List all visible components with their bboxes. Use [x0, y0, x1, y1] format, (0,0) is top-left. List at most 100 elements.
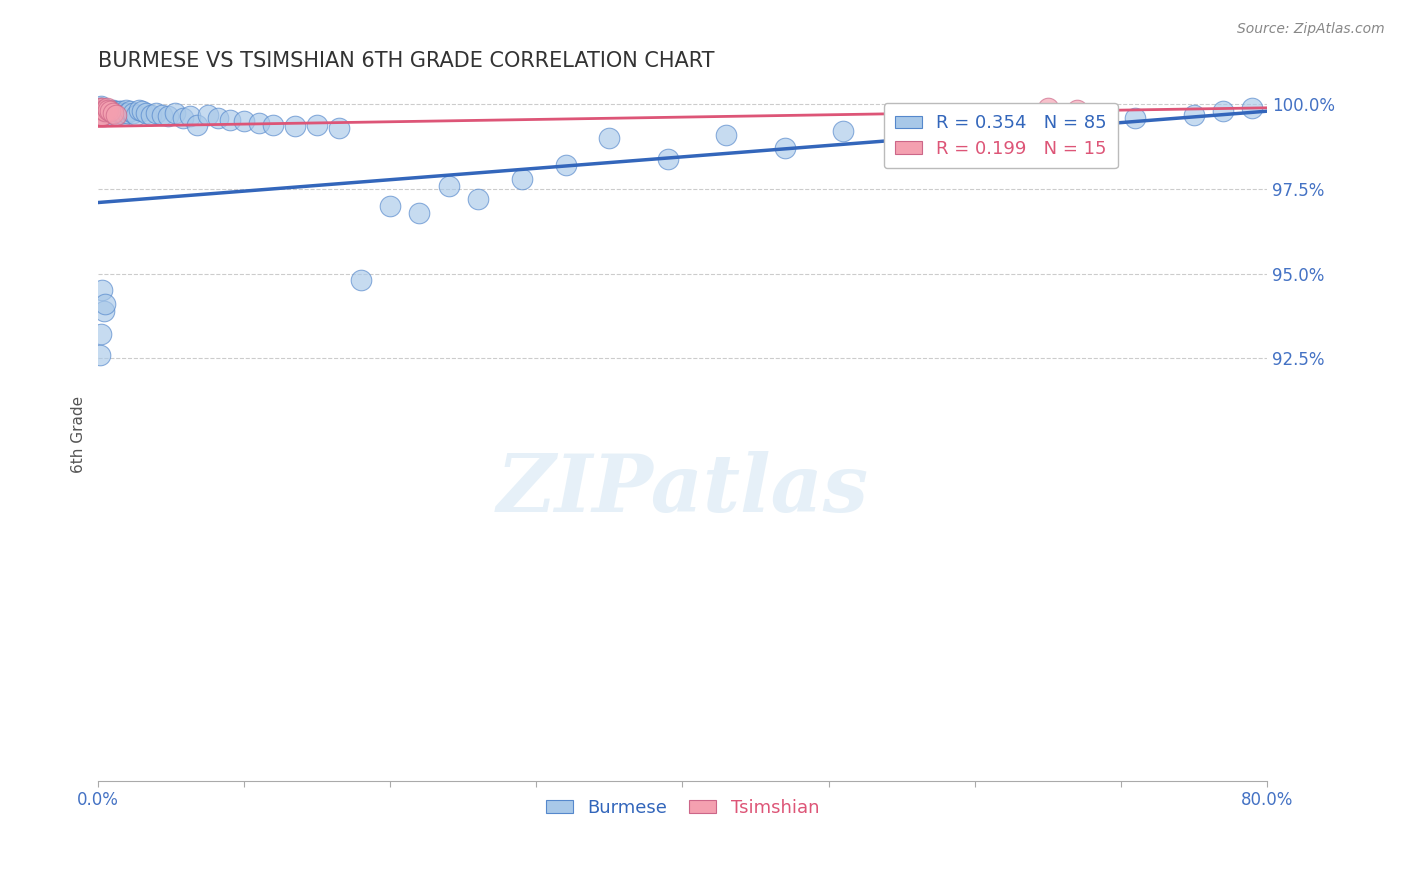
Point [1212, 104, 1234, 119]
Point [328, 121, 350, 136]
Point [145, 106, 167, 120]
Point [307, 118, 329, 132]
Point [120, 104, 142, 119]
Point [91, 103, 114, 117]
Point [91, 104, 114, 119]
Legend: Burmese, Tsimshian: Burmese, Tsimshian [538, 791, 827, 824]
Point [117, 106, 139, 120]
Point [93, 103, 115, 117]
Point [262, 118, 284, 132]
Point [91, 101, 114, 115]
Point [93, 109, 115, 123]
Point [90, 99, 112, 113]
Point [1036, 101, 1059, 115]
Point [90, 107, 112, 121]
Point [93, 103, 115, 117]
Point [97, 103, 120, 117]
Y-axis label: 6th Grade: 6th Grade [72, 396, 86, 473]
Point [98, 107, 121, 121]
Point [101, 106, 124, 120]
Point [112, 107, 135, 121]
Point [165, 106, 187, 120]
Point [91, 284, 114, 298]
Point [1125, 111, 1147, 125]
Point [91, 107, 114, 121]
Point [98, 103, 121, 117]
Point [128, 103, 150, 117]
Point [97, 106, 120, 120]
Point [89, 107, 111, 121]
Point [90, 104, 112, 119]
Point [90, 109, 112, 123]
Point [93, 106, 115, 120]
Point [89, 103, 111, 117]
Point [94, 107, 117, 121]
Point [94, 104, 117, 119]
Point [1066, 103, 1088, 117]
Point [114, 103, 136, 117]
Point [380, 199, 402, 213]
Point [91, 106, 114, 120]
Point [104, 107, 127, 121]
Point [89, 101, 111, 115]
Point [598, 131, 620, 145]
Point [197, 107, 219, 121]
Point [93, 303, 115, 318]
Point [91, 101, 114, 115]
Point [110, 104, 132, 119]
Point [125, 107, 148, 121]
Point [90, 103, 112, 117]
Point [101, 103, 124, 117]
Point [98, 104, 121, 119]
Point [89, 101, 111, 115]
Point [773, 141, 796, 155]
Point [1241, 101, 1264, 115]
Point [408, 205, 430, 219]
Point [657, 152, 679, 166]
Point [131, 104, 153, 119]
Point [207, 111, 229, 125]
Point [150, 107, 173, 121]
Point [111, 106, 134, 120]
Point [101, 106, 124, 120]
Point [949, 118, 972, 132]
Point [97, 104, 120, 119]
Point [89, 106, 111, 120]
Point [233, 114, 256, 128]
Point [510, 172, 533, 186]
Point [135, 106, 157, 120]
Text: ZIPatlas: ZIPatlas [496, 451, 869, 528]
Point [100, 104, 122, 119]
Point [104, 106, 127, 120]
Point [284, 120, 307, 134]
Point [105, 107, 128, 121]
Point [832, 124, 855, 138]
Point [554, 158, 576, 172]
Text: BURMESE VS TSIMSHIAN 6TH GRADE CORRELATION CHART: BURMESE VS TSIMSHIAN 6TH GRADE CORRELATI… [98, 51, 714, 70]
Point [1182, 107, 1205, 121]
Point [96, 101, 118, 115]
Point [247, 116, 270, 130]
Text: Source: ZipAtlas.com: Source: ZipAtlas.com [1237, 22, 1385, 37]
Point [103, 104, 125, 119]
Point [1007, 111, 1029, 125]
Point [172, 111, 194, 125]
Point [107, 104, 129, 119]
Point [467, 192, 489, 206]
Point [1066, 114, 1088, 128]
Point [139, 107, 162, 121]
Point [96, 106, 118, 120]
Point [186, 118, 208, 132]
Point [122, 106, 145, 120]
Point [716, 128, 738, 142]
Point [96, 103, 118, 117]
Point [437, 178, 460, 193]
Point [100, 107, 122, 121]
Point [157, 109, 180, 123]
Point [94, 297, 117, 311]
Point [218, 112, 240, 127]
Point [108, 106, 131, 120]
Point [179, 109, 201, 123]
Point [90, 101, 112, 115]
Point [89, 348, 111, 362]
